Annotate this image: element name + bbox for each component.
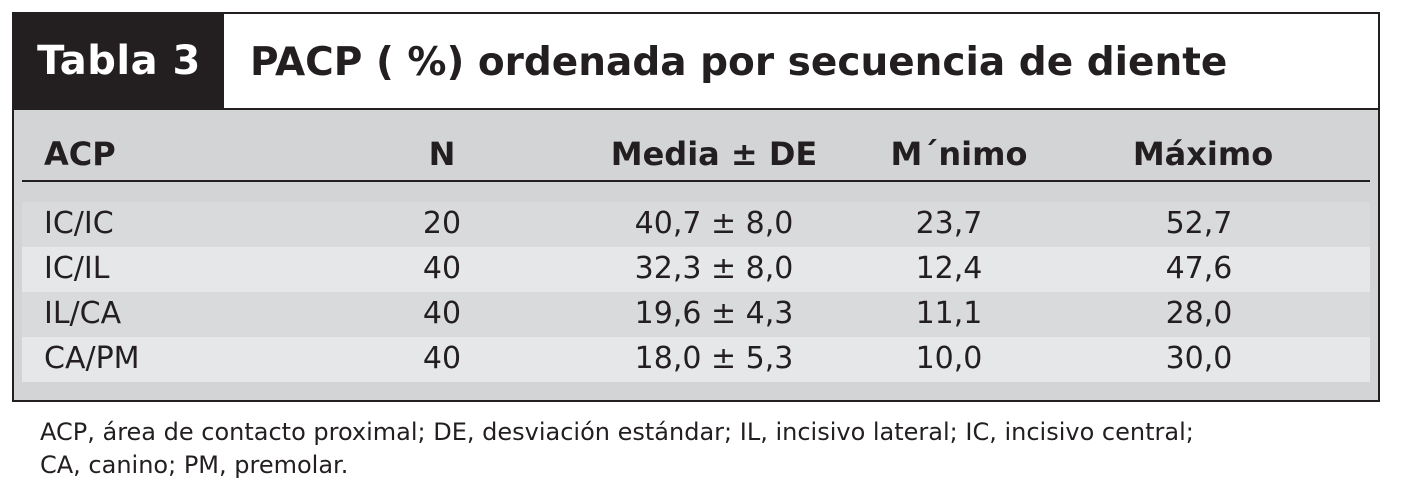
cell-minimo: 11,1 (915, 296, 983, 331)
cell-n: 20 (422, 206, 462, 241)
cell-maximo: 52,7 (1165, 206, 1233, 241)
footnote-line: ACP, área de contacto proximal; DE, desv… (40, 418, 1194, 446)
table-footnote: ACP, área de contacto proximal; DE, desv… (40, 416, 1360, 482)
cell-n: 40 (422, 251, 462, 286)
cell-minimo: 10,0 (915, 341, 983, 376)
table-row: IC/IC 20 40,7 ± 8,0 23,7 52,7 (14, 202, 1378, 247)
table-header-row: ACP N Media ± DE M´nimo Máximo (14, 110, 1378, 182)
column-header-n: N (428, 135, 456, 173)
header-divider (22, 180, 1370, 182)
row-shading (22, 337, 1370, 382)
footnote-line: CA, canino; PM, premolar. (40, 451, 349, 479)
table-title-bar: Tabla 3 PACP ( %) ordenada por secuencia… (14, 14, 1378, 110)
cell-minimo: 12,4 (915, 251, 983, 286)
cell-maximo: 47,6 (1165, 251, 1233, 286)
table-row: IL/CA 40 19,6 ± 4,3 11,1 28,0 (14, 292, 1378, 337)
column-header-acp: ACP (44, 135, 116, 173)
table-frame: Tabla 3 PACP ( %) ordenada por secuencia… (12, 12, 1380, 402)
cell-n: 40 (422, 296, 462, 331)
cell-maximo: 28,0 (1165, 296, 1233, 331)
table-title: PACP ( %) ordenada por secuencia de dien… (250, 40, 1228, 85)
cell-media: 18,0 ± 5,3 (634, 341, 794, 376)
cell-media: 32,3 ± 8,0 (634, 251, 794, 286)
column-header-maximo: Máximo (1132, 135, 1274, 173)
table-row: IC/IL 40 32,3 ± 8,0 12,4 47,6 (14, 247, 1378, 292)
table-number-label: Tabla 3 (14, 14, 224, 108)
table-row: CA/PM 40 18,0 ± 5,3 10,0 30,0 (14, 337, 1378, 382)
column-header-media: Media ± DE (610, 135, 818, 173)
cell-media: 19,6 ± 4,3 (634, 296, 794, 331)
cell-acp: IC/IC (44, 206, 114, 241)
cell-acp: CA/PM (44, 341, 140, 376)
row-shading (22, 247, 1370, 292)
cell-maximo: 30,0 (1165, 341, 1233, 376)
cell-n: 40 (422, 341, 462, 376)
row-shading (22, 292, 1370, 337)
column-header-minimo: M´nimo (890, 135, 1028, 173)
cell-minimo: 23,7 (915, 206, 983, 241)
cell-media: 40,7 ± 8,0 (634, 206, 794, 241)
cell-acp: IC/IL (44, 251, 110, 286)
row-shading (22, 202, 1370, 247)
cell-acp: IL/CA (44, 296, 122, 331)
